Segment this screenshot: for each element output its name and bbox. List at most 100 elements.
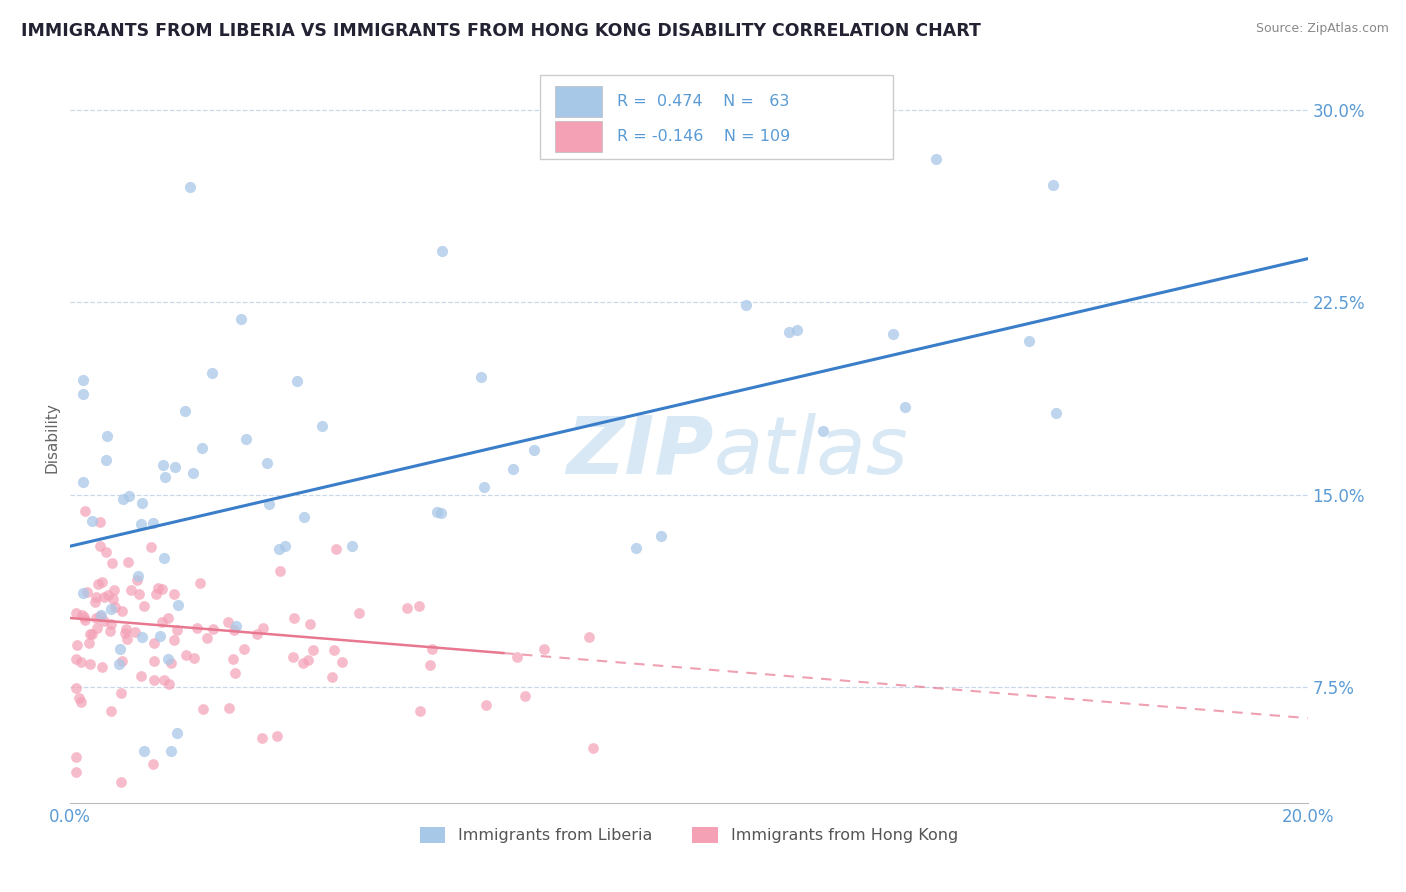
Point [100,704,122,718]
Point [166,725,188,739]
Point [186,621,208,635]
Point [222,623,245,637]
Point [97,588,120,602]
Point [115,622,138,636]
Point [163,459,186,474]
Legend: Immigrants from Liberia, Immigrants from Hong Kong: Immigrants from Liberia, Immigrants from… [413,821,965,850]
Point [142,757,165,772]
Point [156,652,179,666]
Point [98,624,121,639]
Point [218,701,240,715]
Point [72,373,94,387]
Point [76,584,98,599]
Point [1042,178,1064,193]
Point [73,610,96,624]
Point [294,509,316,524]
Point [159,676,181,690]
Point [87,577,110,591]
Point [153,673,176,687]
Point [882,326,904,341]
Point [107,657,129,671]
Point [72,387,94,401]
Point [472,479,495,493]
Point [250,731,273,746]
Point [183,651,205,665]
Text: Source: ZipAtlas.com: Source: ZipAtlas.com [1256,22,1389,36]
Text: atlas: atlas [714,413,908,491]
Point [233,642,256,657]
Point [120,582,142,597]
Point [77,636,100,650]
Point [155,470,177,484]
Point [502,462,524,476]
Point [256,456,278,470]
Point [84,590,107,604]
Point [181,467,204,481]
Point [146,581,169,595]
Point [266,729,288,743]
Point [127,573,149,587]
Point [283,611,305,625]
Point [100,601,122,615]
Point [131,669,153,683]
Point [83,595,105,609]
Point [281,649,304,664]
Point [506,649,529,664]
Point [235,433,257,447]
Point [110,654,132,668]
Point [650,528,672,542]
Point [94,545,117,559]
Point [408,599,430,613]
Point [128,587,150,601]
Point [734,298,756,312]
Point [269,542,291,557]
Point [152,551,174,566]
Point [91,660,114,674]
Text: R = -0.146    N = 109: R = -0.146 N = 109 [617,129,790,144]
Point [65,606,87,620]
Point [110,775,132,789]
Point [191,702,214,716]
Point [430,244,453,258]
Point [179,179,201,194]
Point [117,555,139,569]
Point [150,615,173,629]
Point [129,516,152,531]
Point [470,369,492,384]
Point [67,691,90,706]
Point [246,626,269,640]
Point [104,600,127,615]
Point [89,539,111,553]
Point [419,658,441,673]
Point [65,681,87,695]
Text: IMMIGRANTS FROM LIBERIA VS IMMIGRANTS FROM HONG KONG DISABILITY CORRELATION CHAR: IMMIGRANTS FROM LIBERIA VS IMMIGRANTS FR… [21,22,981,40]
Y-axis label: Disability: Disability [44,401,59,473]
Point [111,604,134,618]
Point [82,514,104,528]
Point [94,453,117,467]
Point [188,576,211,591]
Point [89,515,111,529]
Point [131,631,153,645]
FancyBboxPatch shape [555,121,602,152]
Point [301,643,323,657]
Point [285,374,308,388]
Text: R =  0.474    N =   63: R = 0.474 N = 63 [617,94,790,109]
Point [166,623,188,637]
Point [72,475,94,489]
Point [90,574,112,589]
Point [148,628,170,642]
Point [127,569,149,583]
Point [786,323,808,337]
Point [65,652,87,666]
Point [274,539,297,553]
Point [152,582,174,596]
Point [297,653,319,667]
Point [298,616,321,631]
Point [79,626,101,640]
Point [69,695,91,709]
Point [110,642,132,657]
Point [195,631,218,645]
FancyBboxPatch shape [555,86,602,117]
Point [132,599,155,613]
